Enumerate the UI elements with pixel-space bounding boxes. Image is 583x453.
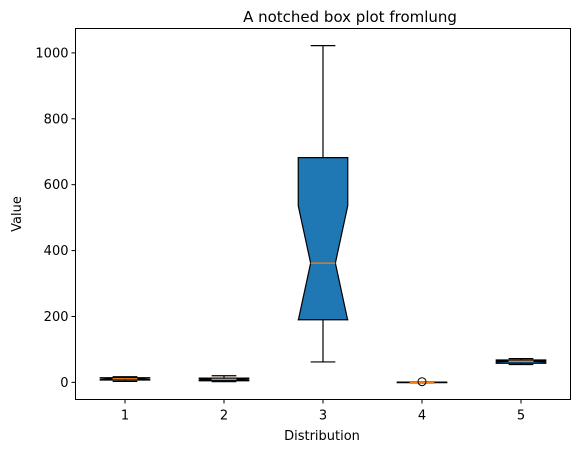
y-tick-label: 0 bbox=[60, 376, 68, 391]
x-tick-label: 5 bbox=[517, 409, 525, 424]
outlier-point bbox=[417, 377, 427, 387]
plot-area bbox=[99, 45, 547, 387]
x-axis-title: Distribution bbox=[284, 429, 360, 444]
notched-box bbox=[297, 157, 349, 321]
x-tick-label: 3 bbox=[319, 409, 327, 424]
y-tick-label: 400 bbox=[44, 244, 69, 259]
chart-title: A notched box plot fromlung bbox=[243, 8, 457, 26]
y-axis-title: Value bbox=[10, 196, 25, 232]
x-tick-label: 4 bbox=[418, 409, 426, 424]
x-tick-label: 2 bbox=[220, 409, 228, 424]
y-tick-label: 800 bbox=[44, 112, 69, 127]
y-tick-label: 1000 bbox=[35, 46, 68, 61]
y-tick-label: 600 bbox=[44, 178, 69, 193]
y-tick-label: 200 bbox=[44, 310, 69, 325]
x-tick-label: 1 bbox=[121, 409, 129, 424]
